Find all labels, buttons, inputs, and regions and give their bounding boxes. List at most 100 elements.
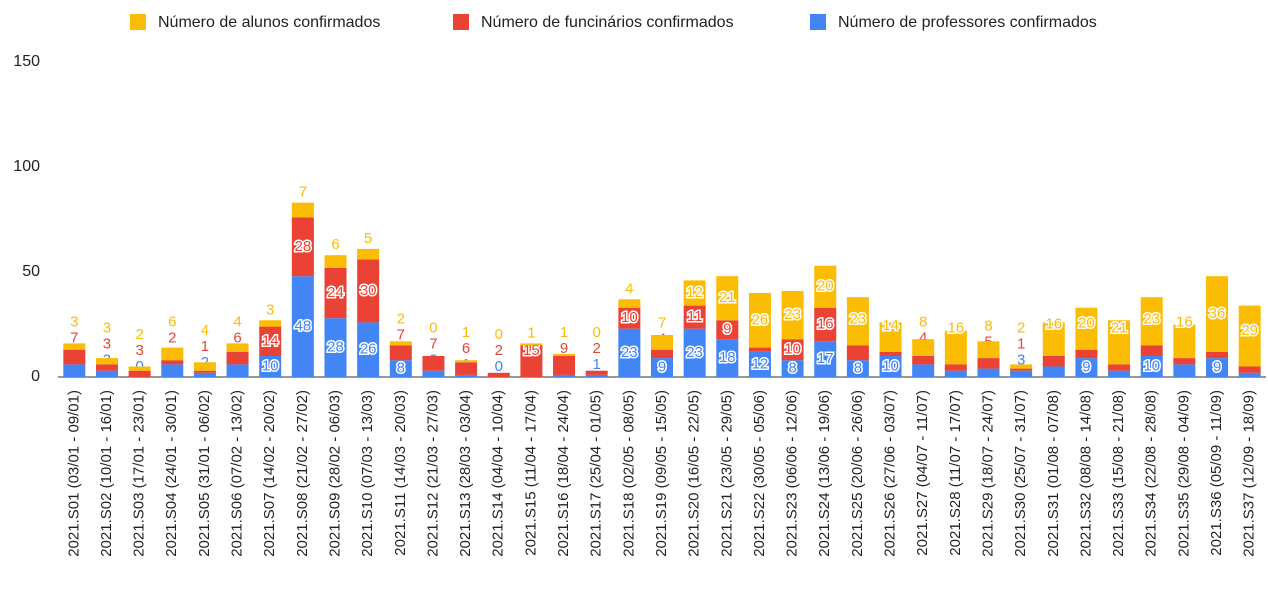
bar-segment [1075,358,1098,377]
x-tick-label: 2021.S34 (22/08 - 28/08) [1143,390,1160,557]
value-label: 8 [854,360,862,377]
value-label: 3 [103,336,111,353]
bar-segment [193,362,216,371]
bar-segment [683,280,706,306]
bar-segment [781,360,804,377]
x-tick-label: 2021.S32 (08/08 - 14/08) [1077,390,1094,557]
value-label: 5 [364,230,372,247]
bar-segment [553,374,576,377]
x-tick-label: 2021.S11 (14/03 - 20/03) [392,390,409,556]
bar-segment [846,297,869,346]
x-tick-label: 2021.S18 (02/05 - 08/05) [620,390,637,557]
value-label: 10 [882,357,899,374]
value-label: 4 [233,313,241,330]
legend-label: Número de professores confirmados [838,14,1097,31]
legend-swatch [130,14,146,30]
x-tick-label: 2021.S02 (10/01 - 16/01) [98,390,115,557]
value-label: 3 [135,342,143,359]
value-label: 23 [784,306,801,323]
bar-segment [683,305,706,329]
legend-swatch [810,14,826,30]
bar-segment [1075,307,1098,350]
bar-segment [357,259,380,323]
value-label: 18 [719,349,736,366]
bar-segment [1206,351,1229,359]
bar-segment [357,322,380,377]
x-tick-label: 2021.S28 (11/07 - 17/07) [947,390,964,556]
bar-segment [422,356,445,371]
bar-segment [716,320,739,340]
x-tick-label: 2021.S25 (20/06 - 26/06) [849,390,866,557]
x-tick-label: 2021.S06 (07/02 - 13/02) [229,390,246,557]
bar-segment [95,364,118,371]
value-label: 9 [1213,359,1221,376]
bar-segment [357,248,380,260]
value-label: 16 [1176,313,1193,330]
value-label: 7 [70,329,78,346]
value-label: 8 [919,313,927,330]
x-tick-label: 2021.S20 (16/05 - 22/05) [686,390,703,557]
value-label: 8 [788,360,796,377]
value-label: 4 [919,329,927,346]
x-tick-label: 2021.S09 (28/02 - 06/03) [326,390,343,557]
bar-segment [487,372,510,377]
bar-segment [814,307,837,342]
value-label: 20 [1078,315,1095,332]
bar-segment [651,335,673,350]
value-label: 7 [299,184,307,201]
value-label: 6 [168,313,176,330]
value-label: 2 [135,326,143,343]
bar-segment [520,345,543,377]
value-label: 3 [70,313,78,330]
x-tick-label: 2021.S35 (29/08 - 04/09) [1175,390,1192,557]
bar-segment [553,356,576,375]
value-label: 23 [850,310,867,327]
x-tick-label: 2021.S19 (09/05 - 15/05) [653,390,670,557]
bar-segment [683,328,706,377]
value-label: 7 [429,336,437,353]
x-tick-label: 2021.S29 (18/07 - 24/07) [979,390,996,557]
bar-segment [324,255,347,268]
bar-segment [63,343,86,350]
x-tick-label: 2021.S12 (21/03 - 27/03) [424,390,441,557]
bar-segment [95,358,118,365]
value-label: 0 [429,320,437,337]
bar-segment [618,299,641,308]
bar-segment [1042,356,1065,367]
value-label: 10 [1143,357,1160,374]
bar-segment [1075,349,1098,359]
value-label: 0 [495,326,503,343]
value-label: 4 [201,322,209,339]
bar-segment [1108,370,1131,377]
bar-segment [226,351,249,365]
x-tick-label: 2021.S01 (03/01 - 09/01) [65,390,82,557]
bar-segment [814,265,837,308]
bar-segment [422,370,445,377]
x-tick-label: 2021.S13 (28/03 - 03/04) [457,390,474,557]
value-label: 1 [201,338,209,355]
value-label: 12 [686,284,703,301]
value-label: 10 [621,309,638,326]
bar-segment [1042,366,1065,377]
bar-segment [651,349,673,359]
bar-segment [944,364,967,371]
x-tick-label: 2021.S22 (30/05 - 05/06) [751,390,768,557]
value-label: 11 [687,308,703,325]
x-tick-label: 2021.S31 (01/08 - 07/08) [1045,390,1062,557]
bar-segment [389,341,412,346]
bar-segment [161,347,184,361]
bar-segment [651,358,673,377]
legend-label: Número de alunos confirmados [158,14,380,31]
bar-segment [814,341,837,377]
bar-segment [716,339,739,377]
legend-label: Número de funcinários confirmados [481,14,734,31]
value-label: 7 [658,315,666,332]
value-label: 8 [984,318,992,335]
x-tick-label: 2021.S07 (14/02 - 20/02) [261,390,278,557]
value-label: 1 [462,324,470,341]
bar-segment [1173,364,1196,377]
value-label: 21 [719,289,736,306]
bar-segment [585,374,608,377]
bar-segment [879,356,902,377]
value-label: 36 [1209,305,1226,322]
